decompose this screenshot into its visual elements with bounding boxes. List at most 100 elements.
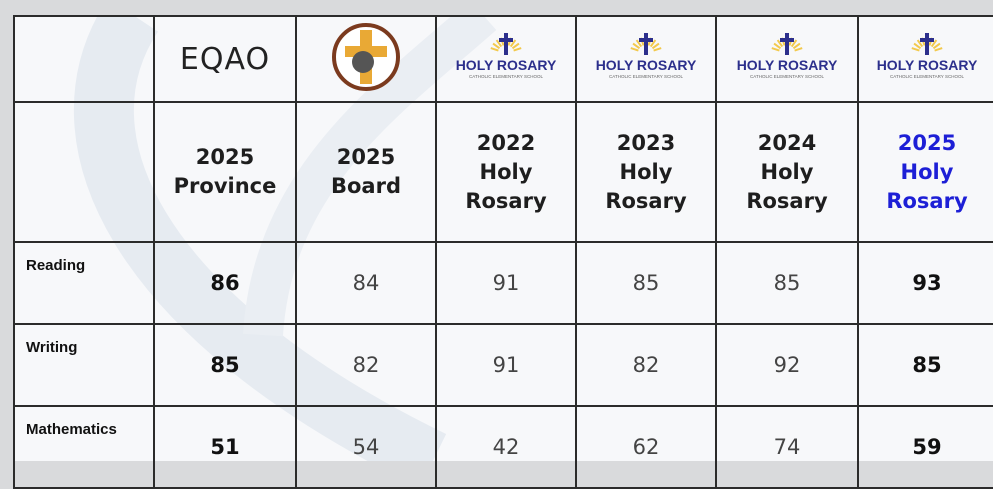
header-line: 2025 <box>897 130 957 155</box>
header-line: Holy <box>479 159 533 184</box>
header-line: 2023 <box>616 130 676 155</box>
school-subtitle: CATHOLIC ELEMENTARY SCHOOL <box>469 74 543 79</box>
score-cell: 85 <box>857 323 993 407</box>
empty-cell <box>13 101 155 243</box>
sun-ray <box>649 39 657 48</box>
sun-ray <box>630 47 639 52</box>
score-cell: 82 <box>575 323 717 407</box>
score-cell: 85 <box>153 323 297 407</box>
sun-ray <box>776 39 784 48</box>
board-emblem <box>332 23 400 91</box>
cross <box>785 33 789 55</box>
column-header: 2022 Holy Rosary <box>435 101 577 243</box>
cross <box>925 33 929 55</box>
school-subtitle: CATHOLIC ELEMENTARY SCHOOL <box>609 74 683 79</box>
school-name: HOLY ROSARY <box>456 57 557 73</box>
sun-ray <box>651 42 660 50</box>
data-row: Writing 85 82 91 82 92 85 <box>13 323 993 407</box>
header-line: Rosary <box>886 188 968 213</box>
column-header: 2025 Holy Rosary <box>857 101 993 243</box>
sun-ray <box>934 47 943 52</box>
sun-ray <box>490 47 499 52</box>
column-header: 2025 Province <box>153 101 297 243</box>
cross <box>780 38 794 42</box>
score-cell: 84 <box>295 241 437 325</box>
row-label: Mathematics <box>13 405 155 489</box>
header-line: Province <box>173 174 277 198</box>
cross <box>499 38 513 42</box>
sun-ray <box>495 39 503 48</box>
column-header: 2024 Holy Rosary <box>715 101 859 243</box>
header-row: 2025 Province 2025 Board 2022 Holy Rosary 2023 H… <box>13 101 993 243</box>
school-name: HOLY ROSARY <box>596 57 697 73</box>
school-name: HOLY ROSARY <box>877 57 978 73</box>
empty-cell <box>13 15 155 103</box>
eqao-logo: EQAO <box>153 15 297 103</box>
sun-ray <box>790 39 798 48</box>
school-subtitle: CATHOLIC ELEMENTARY SCHOOL <box>750 74 824 79</box>
column-header: 2023 Holy Rosary <box>575 101 717 243</box>
score-cell: 54 <box>295 405 437 489</box>
header-line: Board <box>331 174 401 198</box>
sun-ray <box>773 42 782 50</box>
board-logo <box>295 15 437 103</box>
header-line: Rosary <box>465 188 547 213</box>
score-cell: 93 <box>857 241 993 325</box>
header-line: 2024 <box>757 130 817 155</box>
school-logo: HOLY ROSARY CATHOLIC ELEMENTARY SCHOOL <box>575 15 717 103</box>
sun-ray <box>792 42 801 50</box>
sun-ray <box>635 39 643 48</box>
sun-ray <box>632 42 641 50</box>
score-cell: 59 <box>857 405 993 489</box>
sun-ray <box>911 47 920 52</box>
score-cell: 92 <box>715 323 859 407</box>
school-subtitle: CATHOLIC ELEMENTARY SCHOOL <box>890 74 964 79</box>
score-cell: 74 <box>715 405 859 489</box>
sun-ray <box>771 47 780 52</box>
sun-ray <box>794 47 803 52</box>
header-line: Rosary <box>746 188 828 213</box>
data-row: Reading 86 84 91 85 85 93 <box>13 241 993 325</box>
school-name: HOLY ROSARY <box>737 57 838 73</box>
row-label: Reading <box>13 241 155 325</box>
logo-row: EQAO HOLY ROSARY CATHOLIC ELEMENTARY SCHO… <box>13 15 993 103</box>
sun-ray <box>492 42 501 50</box>
score-cell: 82 <box>295 323 437 407</box>
header-line: Holy <box>619 159 673 184</box>
header-line: 2022 <box>476 130 536 155</box>
header-line: 2025 <box>336 145 396 169</box>
page: EQAO HOLY ROSARY CATHOLIC ELEMENTARY SCHO… <box>13 15 993 489</box>
header-line: Holy <box>900 159 954 184</box>
cross <box>644 33 648 55</box>
sun-ray <box>913 42 922 50</box>
school-logo: HOLY ROSARY CATHOLIC ELEMENTARY SCHOOL <box>857 15 993 103</box>
cross <box>504 33 508 55</box>
sun-ray <box>932 42 941 50</box>
score-cell: 91 <box>435 241 577 325</box>
sun-ray <box>916 39 924 48</box>
column-header: 2025 Board <box>295 101 437 243</box>
eqao-text: EQAO <box>179 41 271 77</box>
sun-ray <box>511 42 520 50</box>
document-sheet: EQAO HOLY ROSARY CATHOLIC ELEMENTARY SCHO… <box>13 15 993 489</box>
cross <box>920 38 934 42</box>
results-table: EQAO HOLY ROSARY CATHOLIC ELEMENTARY SCHO… <box>13 15 993 489</box>
header-line: Holy <box>760 159 814 184</box>
school-logo: HOLY ROSARY CATHOLIC ELEMENTARY SCHOOL <box>435 15 577 103</box>
cross <box>639 38 653 42</box>
score-cell: 85 <box>575 241 717 325</box>
sun-ray <box>930 39 938 48</box>
score-cell: 91 <box>435 323 577 407</box>
header-line: Rosary <box>605 188 687 213</box>
score-cell: 86 <box>153 241 297 325</box>
score-cell: 51 <box>153 405 297 489</box>
school-logo: HOLY ROSARY CATHOLIC ELEMENTARY SCHOOL <box>715 15 859 103</box>
score-cell: 85 <box>715 241 859 325</box>
data-row: Mathematics 51 54 42 62 74 59 <box>13 405 993 489</box>
score-cell: 42 <box>435 405 577 489</box>
score-cell: 62 <box>575 405 717 489</box>
sun-ray <box>509 39 517 48</box>
